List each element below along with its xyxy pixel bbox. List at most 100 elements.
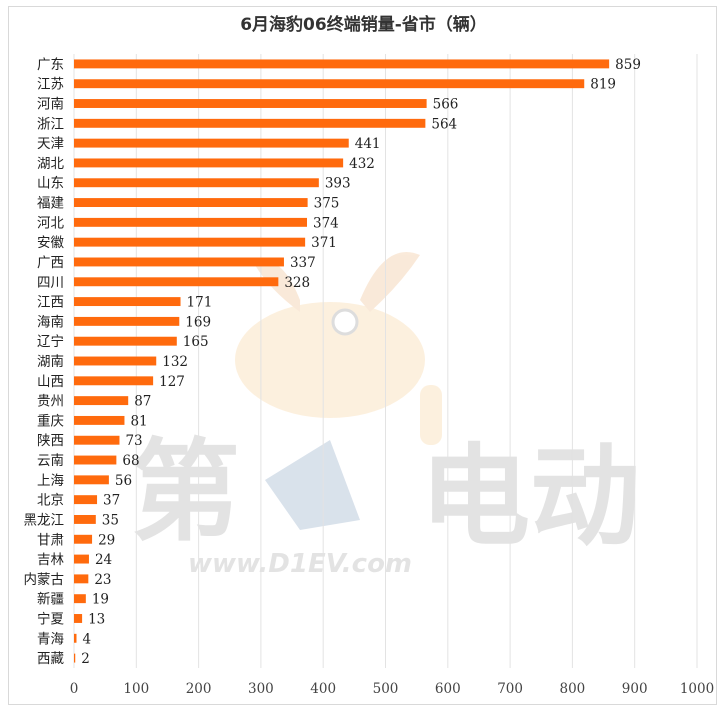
watermark-mascot-thumb	[420, 385, 442, 445]
data-label: 132	[162, 354, 188, 370]
category-label: 河南	[37, 97, 64, 113]
data-label: 19	[92, 592, 109, 608]
x-tick-label: 400	[310, 681, 336, 697]
category-label: 河北	[37, 215, 64, 231]
bar-陕西	[74, 435, 120, 445]
data-label: 374	[313, 215, 339, 231]
bar-广东	[74, 59, 610, 69]
value-labels: 8598195665644414323933753743713373281711…	[81, 57, 641, 667]
category-label: 江西	[37, 295, 64, 311]
data-label: 37	[103, 493, 120, 509]
category-label: 西藏	[37, 651, 64, 667]
bar-四川	[74, 277, 279, 287]
watermark-text-right: 电动	[420, 433, 640, 561]
category-label: 内蒙古	[24, 572, 65, 588]
bar-江西	[74, 297, 181, 307]
x-tick-label: 500	[373, 681, 399, 697]
data-label: 56	[115, 473, 132, 489]
x-tick-label: 800	[560, 681, 586, 697]
data-label: 393	[325, 176, 351, 192]
x-tick-label: 300	[248, 681, 274, 697]
data-label: 165	[183, 334, 209, 350]
data-label: 337	[290, 255, 316, 271]
x-axis-ticks: 0 100 200 300 400 500 600 700 800 900 1000	[70, 681, 714, 697]
bar-云南	[74, 455, 117, 465]
watermark-mascot-eye	[331, 308, 359, 336]
category-label: 浙江	[37, 116, 64, 132]
category-label: 北京	[37, 493, 64, 509]
bar-安徽	[74, 237, 306, 247]
data-label: 441	[355, 136, 381, 152]
bar-广西	[74, 257, 284, 267]
bar-黑龙江	[74, 514, 96, 524]
category-label: 青海	[37, 631, 64, 647]
data-label: 4	[82, 631, 91, 647]
category-label: 辽宁	[37, 333, 64, 350]
data-label: 169	[185, 314, 211, 330]
bar-海南	[74, 316, 180, 326]
category-label: 湖北	[37, 156, 64, 172]
chart-title: 6月海豹06终端销量-省市（辆）	[240, 15, 487, 35]
category-label: 海南	[37, 314, 64, 330]
category-label: 重庆	[37, 413, 64, 429]
bar-江苏	[74, 79, 585, 89]
category-label: 上海	[37, 473, 64, 489]
data-label: 24	[95, 552, 112, 568]
category-label: 贵州	[37, 394, 64, 410]
data-label: 819	[590, 77, 616, 93]
data-label: 68	[122, 453, 139, 469]
bar-福建	[74, 198, 308, 208]
bar-山东	[74, 178, 319, 188]
x-tick-label: 100	[123, 681, 149, 697]
x-tick-label: 600	[435, 681, 461, 697]
bar-上海	[74, 475, 109, 485]
x-tick-label: 0	[70, 681, 79, 697]
data-label: 564	[431, 116, 457, 132]
bar-湖北	[74, 158, 344, 168]
data-label: 375	[314, 196, 340, 212]
x-tick-label: 700	[497, 681, 523, 697]
category-label: 陕西	[37, 433, 64, 449]
data-label: 127	[159, 374, 185, 390]
data-label: 2	[81, 651, 90, 667]
category-label: 广东	[37, 57, 64, 73]
bars	[74, 59, 610, 663]
category-label: 湖南	[37, 354, 64, 370]
bar-北京	[74, 495, 98, 505]
category-label: 黑龙江	[24, 512, 65, 528]
bar-天津	[74, 138, 349, 148]
bar-浙江	[74, 118, 426, 128]
data-label: 432	[349, 156, 375, 172]
bar-新疆	[74, 594, 86, 604]
category-label: 宁夏	[37, 610, 64, 627]
data-label: 81	[130, 413, 147, 429]
category-labels: 广东江苏河南浙江天津湖北山东福建河北安徽广西四川江西海南辽宁湖南山西贵州重庆陕西…	[24, 57, 65, 667]
watermark-mascot-body	[265, 440, 360, 530]
category-label: 天津	[37, 136, 64, 152]
category-label: 福建	[37, 196, 64, 212]
bar-甘肃	[74, 534, 93, 544]
bar-湖南	[74, 356, 157, 366]
category-label: 甘肃	[37, 532, 64, 548]
bar-西藏	[74, 653, 76, 663]
category-label: 山西	[37, 374, 64, 390]
category-label: 吉林	[37, 552, 64, 568]
data-label: 171	[187, 295, 213, 311]
x-tick-label: 200	[186, 681, 212, 697]
x-tick-label: 900	[622, 681, 648, 697]
data-label: 566	[433, 97, 459, 113]
bar-吉林	[74, 554, 89, 564]
x-tick-label: 1000	[680, 681, 714, 697]
category-label: 四川	[37, 275, 64, 291]
data-label: 859	[615, 57, 641, 73]
data-label: 23	[94, 572, 111, 588]
data-label: 29	[98, 532, 115, 548]
category-label: 江苏	[37, 77, 64, 93]
data-label: 87	[134, 394, 151, 410]
data-label: 73	[125, 433, 142, 449]
bar-宁夏	[74, 614, 83, 623]
watermark-text-left: 第	[130, 428, 240, 556]
category-label: 山东	[37, 176, 64, 192]
bar-山西	[74, 376, 154, 386]
